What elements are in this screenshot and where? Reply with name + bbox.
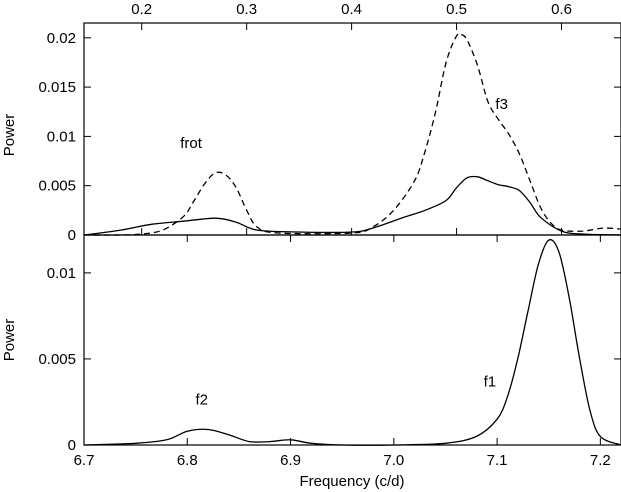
- bottom-x-tick-label: 7.1: [487, 452, 508, 469]
- top-plot-frame: [83, 22, 621, 236]
- bottom-annotations: f2 f1: [195, 373, 496, 408]
- top-x-tick-label: 0.3: [236, 1, 257, 18]
- bottom-y-tick-label: 0.01: [47, 265, 76, 282]
- bottom-annotation-f2: f2: [195, 392, 208, 409]
- top-series-group: [83, 32, 621, 236]
- bottom-y-axis-label: Power: [1, 319, 18, 362]
- bottom-x-tick-label: 7.0: [383, 452, 404, 469]
- top-ticks: [84, 23, 621, 236]
- top-y-tick-label: 0.005: [38, 178, 76, 195]
- top-panel: 0 0.005 0.01 0.015 0.02 0.2 0.3 0.4 0.5 0.6 Power…: [1, 1, 621, 244]
- bottom-series-solid-line: [83, 239, 621, 446]
- bottom-ticks: [83, 235, 621, 446]
- top-series-dashed-line: [83, 32, 621, 236]
- bottom-series-group: [83, 239, 621, 446]
- top-x-tick-label: 0.6: [551, 1, 572, 18]
- top-x-tick-label: 0.2: [131, 1, 152, 18]
- top-annotation-f3: f3: [495, 96, 508, 113]
- top-tick-labels: 0 0.005 0.01 0.015 0.02 0.2 0.3 0.4 0.5 0.6: [38, 1, 571, 244]
- bottom-panel: 0 0.005 0.01 6.7 6.8 6.9 7.0 7.1 7.2 Power Frequ…: [1, 234, 621, 490]
- top-annotation-frot: frot: [180, 135, 203, 152]
- top-y-axis-label: Power: [1, 114, 18, 157]
- top-series-solid-line: [83, 175, 621, 236]
- bottom-plot-frame: [83, 234, 621, 446]
- bottom-x-tick-label: 6.9: [280, 452, 301, 469]
- top-x-tick-label: 0.5: [446, 1, 467, 18]
- x-axis-label: Frequency (c/d): [299, 473, 404, 490]
- bottom-x-tick-label: 6.8: [177, 452, 198, 469]
- bottom-x-tick-label: 7.2: [590, 452, 611, 469]
- top-x-tick-label: 0.4: [341, 1, 362, 18]
- top-y-tick-label: 0.01: [47, 128, 76, 145]
- bottom-y-tick-label: 0: [68, 437, 76, 454]
- bottom-y-tick-label: 0.005: [38, 351, 76, 368]
- bottom-x-tick-label: 6.7: [74, 452, 95, 469]
- bottom-annotation-f1: f1: [484, 373, 497, 390]
- bottom-tick-labels: 0 0.005 0.01 6.7 6.8 6.9 7.0 7.1 7.2: [38, 265, 610, 469]
- top-y-tick-label: 0.015: [38, 79, 76, 96]
- top-y-tick-label: 0: [68, 227, 76, 244]
- top-y-tick-label: 0.02: [47, 30, 76, 47]
- top-annotations: frot f3: [180, 96, 508, 152]
